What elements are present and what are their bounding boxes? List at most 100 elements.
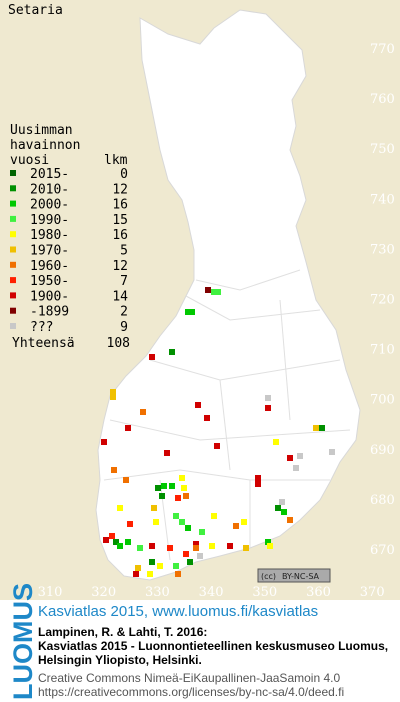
observation-square bbox=[175, 495, 181, 501]
observation-square bbox=[197, 553, 203, 559]
legend-count: 16 bbox=[112, 198, 128, 213]
observation-square bbox=[164, 450, 170, 456]
observation-square bbox=[147, 571, 153, 577]
observation-dots bbox=[101, 287, 335, 577]
observation-square bbox=[193, 541, 199, 547]
observation-square bbox=[110, 389, 116, 395]
citation: Lampinen, R. & Lahti, T. 2016: bbox=[38, 625, 207, 639]
grid-y-label: 770 bbox=[370, 42, 395, 57]
observation-square bbox=[281, 509, 287, 515]
observation-square bbox=[211, 289, 217, 295]
observation-square bbox=[169, 483, 175, 489]
legend-swatch bbox=[10, 261, 16, 268]
observation-square bbox=[149, 543, 155, 549]
legend-count: 2 bbox=[120, 305, 128, 320]
grid-y-label: 720 bbox=[370, 293, 395, 308]
observation-square bbox=[297, 453, 303, 459]
observation-square bbox=[157, 563, 163, 569]
grid-y-label: 710 bbox=[370, 343, 395, 358]
grid-x-label: 340 bbox=[199, 585, 224, 600]
observation-square bbox=[135, 565, 141, 571]
legend-count: 15 bbox=[112, 213, 128, 228]
license-url: https://creativecommons.org/licenses/by-… bbox=[38, 685, 344, 699]
observation-square bbox=[329, 449, 335, 455]
observation-square bbox=[243, 545, 249, 551]
grid-x-label: 360 bbox=[306, 585, 331, 600]
license-text: Creative Commons Nimeä-EiKaupallinen-Jaa… bbox=[38, 671, 340, 685]
observation-square bbox=[265, 395, 271, 401]
legend-swatch bbox=[10, 170, 16, 176]
observation-square bbox=[117, 505, 123, 511]
observation-square bbox=[275, 505, 281, 511]
legend-count: 9 bbox=[120, 320, 128, 335]
observation-square bbox=[155, 485, 161, 491]
legend-count: 12 bbox=[112, 259, 128, 274]
observation-square bbox=[185, 309, 191, 315]
grid-y-label: 760 bbox=[370, 92, 395, 107]
legend-swatch bbox=[10, 185, 16, 192]
observation-square bbox=[137, 545, 143, 551]
observation-square bbox=[161, 483, 167, 489]
observation-square bbox=[133, 571, 139, 577]
grid-y-label: 730 bbox=[370, 242, 395, 257]
grid-y-label: 700 bbox=[370, 393, 395, 408]
legend-label: ??? bbox=[30, 320, 53, 335]
observation-square bbox=[227, 543, 233, 549]
observation-square bbox=[173, 513, 179, 519]
legend-heading: lkm bbox=[104, 153, 128, 168]
observation-square bbox=[123, 477, 129, 483]
observation-square bbox=[205, 287, 211, 293]
legend-label: 1900- bbox=[30, 289, 69, 304]
observation-square bbox=[125, 425, 131, 431]
footer-headline: Kasviatlas 2015, www.luomus.fi/kasviatla… bbox=[38, 603, 318, 620]
observation-square bbox=[209, 543, 215, 549]
legend-swatch bbox=[10, 292, 16, 299]
grid-x-label: 330 bbox=[145, 585, 170, 600]
observation-square bbox=[187, 559, 193, 565]
legend-count: 0 bbox=[120, 167, 128, 182]
observation-square bbox=[255, 475, 261, 481]
legend-heading: havainnon bbox=[10, 138, 80, 153]
grid-x-label: 370 bbox=[360, 585, 385, 600]
legend-heading: vuosi bbox=[10, 153, 49, 168]
legend-count: 16 bbox=[112, 228, 128, 243]
observation-square bbox=[109, 533, 115, 539]
observation-square bbox=[149, 354, 155, 360]
observation-square bbox=[183, 551, 189, 557]
observation-square bbox=[211, 513, 217, 519]
observation-square bbox=[241, 519, 247, 525]
observation-square bbox=[214, 443, 220, 449]
observation-square bbox=[140, 409, 146, 415]
legend-count: 14 bbox=[112, 289, 128, 304]
citation: Helsingin Yliopisto, Helsinki. bbox=[38, 653, 202, 667]
legend-label: 1960- bbox=[30, 259, 69, 274]
legend-label: 2015- bbox=[30, 167, 69, 182]
legend-swatch bbox=[10, 215, 16, 222]
observation-square bbox=[279, 499, 285, 505]
observation-square bbox=[173, 563, 179, 569]
legend-label: 1990- bbox=[30, 213, 69, 228]
legend-label: -1899 bbox=[30, 305, 69, 320]
logo: LUOMUS bbox=[8, 583, 38, 700]
observation-square bbox=[181, 485, 187, 491]
legend-label: 2000- bbox=[30, 198, 69, 213]
grid-x-label: 310 bbox=[38, 585, 63, 600]
legend-swatch bbox=[10, 246, 16, 253]
observation-square bbox=[233, 523, 239, 529]
observation-square bbox=[215, 289, 221, 295]
observation-square bbox=[103, 537, 109, 543]
observation-square bbox=[185, 525, 191, 531]
legend-swatch bbox=[10, 323, 16, 329]
observation-square bbox=[255, 481, 261, 487]
legend-total-label: Yhteensä bbox=[12, 336, 75, 351]
observation-square bbox=[113, 539, 119, 545]
observation-square bbox=[159, 493, 165, 499]
observation-square bbox=[110, 394, 116, 400]
observation-square bbox=[313, 425, 319, 431]
legend-label: 1970- bbox=[30, 244, 69, 259]
grid-y-label: 740 bbox=[370, 192, 395, 207]
observation-square bbox=[183, 493, 189, 499]
legend-swatch bbox=[10, 307, 16, 314]
